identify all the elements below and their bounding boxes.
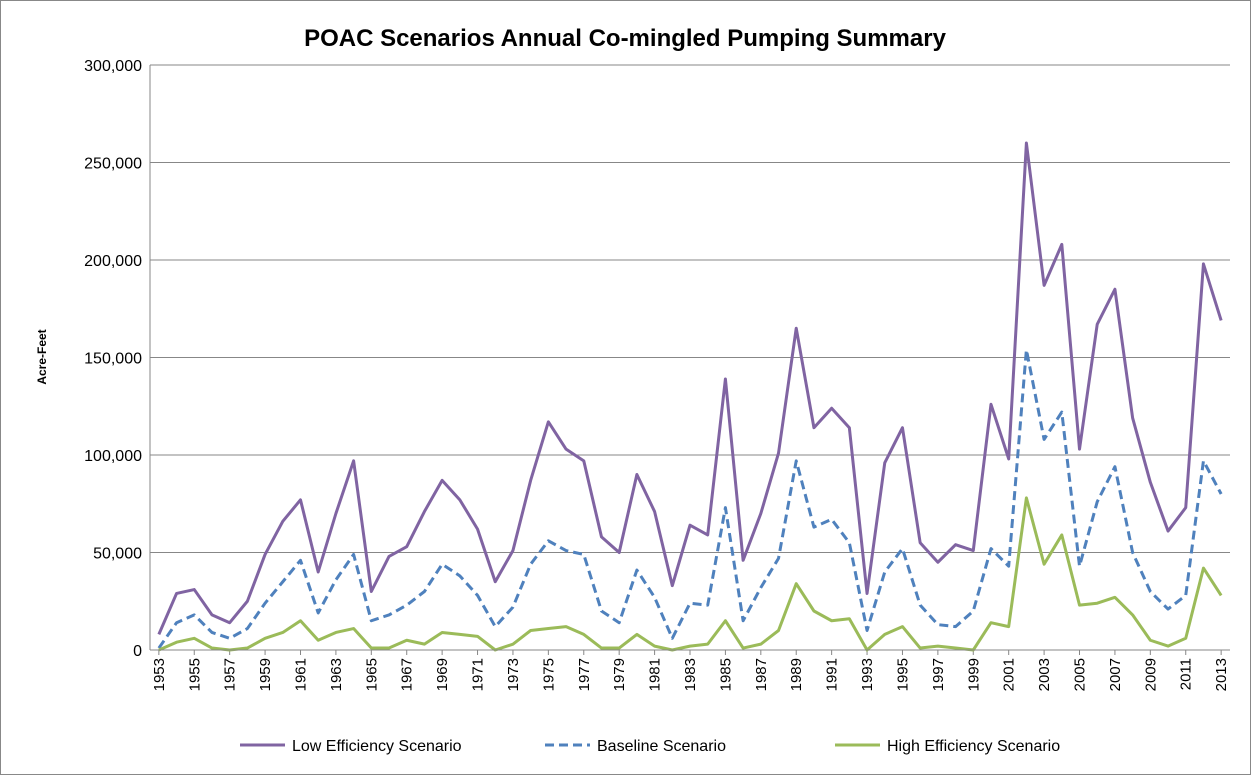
x-tick-label: 1955 xyxy=(186,658,203,691)
y-tick-label: 200,000 xyxy=(84,253,142,270)
x-tick-label: 2009 xyxy=(1142,658,1159,691)
x-tick-label: 2005 xyxy=(1072,658,1089,691)
series-line xyxy=(157,348,1223,649)
x-tick-label: 1983 xyxy=(682,658,699,691)
x-tick-label: 1977 xyxy=(576,658,593,691)
series-line xyxy=(157,141,1223,635)
x-tick-label: 1999 xyxy=(965,658,982,691)
y-tick-label: 0 xyxy=(133,643,142,660)
x-tick-label: 1993 xyxy=(859,658,876,691)
x-tick-label: 1969 xyxy=(434,658,451,691)
legend-label: Baseline Scenario xyxy=(597,738,726,755)
x-tick-label: 1959 xyxy=(257,658,274,691)
x-tick-label: 1973 xyxy=(505,658,522,691)
x-tick-label: 1987 xyxy=(753,658,770,691)
legend-label: Low Efficiency Scenario xyxy=(292,738,462,755)
x-tick-label: 1975 xyxy=(540,658,557,691)
x-tick-label: 1957 xyxy=(222,658,239,691)
y-tick-label: 50,000 xyxy=(93,546,142,563)
x-tick-label: 1961 xyxy=(292,658,309,691)
y-axis-label: Acre-Feet xyxy=(35,329,49,384)
x-tick-label: 1965 xyxy=(363,658,380,691)
x-tick-label: 1971 xyxy=(470,658,487,691)
y-tick-label: 150,000 xyxy=(84,351,142,368)
x-tick-label: 2003 xyxy=(1036,658,1053,691)
x-tick-label: 1995 xyxy=(894,658,911,691)
x-tick-label: 1985 xyxy=(717,658,734,691)
x-tick-label: 2011 xyxy=(1178,658,1195,690)
series-line xyxy=(158,496,1223,652)
x-tick-label: 1979 xyxy=(611,658,628,691)
x-tick-label: 2013 xyxy=(1213,658,1230,691)
y-tick-label: 300,000 xyxy=(84,58,142,75)
x-tick-label: 1981 xyxy=(647,658,664,691)
x-tick-label: 1991 xyxy=(824,658,841,691)
x-tick-label: 1953 xyxy=(151,658,168,691)
x-tick-label: 1967 xyxy=(399,658,416,691)
chart-title: POAC Scenarios Annual Co-mingled Pumping… xyxy=(304,25,947,52)
x-tick-label: 1989 xyxy=(788,658,805,691)
x-tick-label: 1963 xyxy=(328,658,345,691)
y-tick-label: 100,000 xyxy=(84,448,142,465)
y-tick-label: 250,000 xyxy=(84,156,142,173)
x-tick-label: 2007 xyxy=(1107,658,1124,691)
x-tick-label: 1997 xyxy=(930,658,947,691)
x-tick-label: 2001 xyxy=(1001,658,1018,691)
legend-label: High Efficiency Scenario xyxy=(887,738,1060,755)
